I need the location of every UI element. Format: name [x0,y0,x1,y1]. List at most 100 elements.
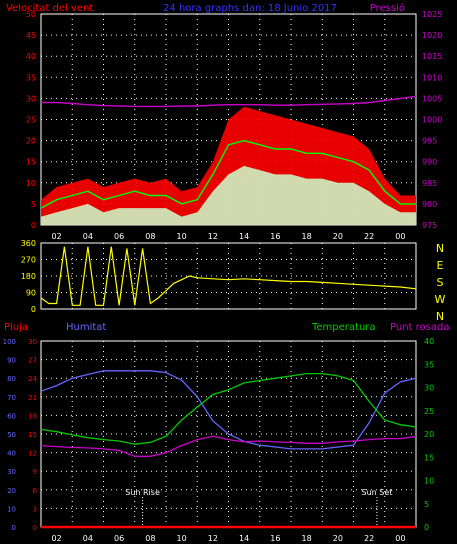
x-tick-label: 02 [52,232,62,241]
compass-letter: E [437,259,444,272]
temperature-line [40,372,417,445]
pressure-label: Pressió [370,2,405,14]
pressure-tick: 1010 [422,73,442,82]
x-tick-label: 08 [145,232,155,241]
dewpoint-line [40,435,417,457]
temperature-label: Temperatura [311,322,376,333]
temperature-tick: 5 [424,500,429,509]
direction-tick: 270 [21,256,36,265]
x-tick-label: 06 [114,232,124,241]
x-tick-label: 00 [395,232,405,241]
humidity-label: Humitat [66,322,106,333]
humidity-tick: 100 [3,338,16,346]
x-tick-label: 20 [333,534,343,543]
sun-marker-label: Sun Rise [125,488,160,497]
x-tick-label: 10 [177,232,187,241]
rain-ticks: 0 3 6 9 12 15 18 21 24 27 30 [28,338,37,532]
x-tick-label: 14 [239,232,249,241]
x-tick-label: 22 [364,534,374,543]
wind-speed-tick: 45 [26,31,36,40]
humidity-tick: 80 [7,375,16,383]
rain-tick: 3 [33,505,37,513]
x-tick-label: 20 [333,232,343,241]
x-tick-label: 06 [114,534,124,543]
wind-series [40,95,417,225]
direction-tick: 180 [21,272,36,281]
x-tick-label: 14 [239,534,249,543]
x-tick-label: 22 [364,232,374,241]
compass-letter: N [436,242,444,255]
humidity-tick: 30 [7,468,16,476]
direction-panel-grid [41,243,416,309]
pressure-tick: 990 [422,158,437,167]
rain-tick: 30 [28,338,37,346]
temperature-tick: 15 [424,453,434,462]
compass-letter: S [437,276,444,289]
pressure-ticks: 975 980 985 990 995 1000 1005 1010 1015 1020 1025 [422,10,442,230]
pressure-tick: 1000 [422,116,442,125]
wind-speed-tick: 0 [31,221,36,230]
pressure-tick: 995 [422,137,437,146]
wind-speed-tick: 10 [26,179,36,188]
direction-tick: 360 [21,239,36,248]
x-tick-label: 10 [177,534,187,543]
direction-tick: 90 [26,289,36,298]
rain-tick: 15 [28,431,37,439]
pressure-tick: 975 [422,221,437,230]
temperature-tick: 35 [424,360,434,369]
temperature-tick: 20 [424,430,434,439]
compass-letter: W [435,293,446,306]
wind-speed-tick: 25 [26,116,36,125]
compass-letter: N [436,310,444,323]
x-tick-label: 04 [83,534,93,543]
pressure-tick: 1005 [422,94,442,103]
pressure-tick: 985 [422,179,437,188]
wind-speed-tick: 15 [26,158,36,167]
temperature-tick: 30 [424,384,434,393]
wind-average-line [40,139,416,209]
lower-panel-x-ticks: 02 04 06 08 10 12 14 16 18 20 22 00 [52,534,406,543]
temperature-ticks: 0 5 10 15 20 25 30 35 40 [424,337,434,532]
humidity-tick: 10 [7,505,16,513]
x-tick-label: 12 [208,232,218,241]
wind-speed-label: Velocitat del vent [6,3,93,14]
x-tick-label: 02 [52,534,62,543]
pressure-tick: 1015 [422,52,442,61]
wind-speed-tick: 30 [26,94,36,103]
graph-title: 24 hora graphs dan: 18 Junio 2017 [163,3,337,14]
x-tick-label: 00 [395,534,405,543]
lower-series [40,370,417,529]
rain-tick: 0 [33,524,37,532]
pressure-line [41,95,417,108]
wind-low-area [41,165,416,225]
humidity-tick: 20 [7,487,16,495]
x-tick-label: 18 [302,534,312,543]
humidity-tick: 0 [12,524,16,532]
temperature-tick: 40 [424,337,434,346]
rain-tick: 9 [33,468,37,476]
wind-panel-x-ticks: 02 04 06 08 10 12 14 16 18 20 22 00 [52,232,406,241]
rain-tick: 18 [28,412,37,420]
wind-direction-line [40,246,417,306]
humidity-tick: 40 [7,450,16,458]
wind-speed-tick: 50 [26,10,36,19]
temperature-tick: 25 [424,407,434,416]
direction-tick: 0 [31,305,36,314]
humidity-tick: 60 [7,412,16,420]
wind-speed-ticks: 0 5 10 15 20 25 30 35 40 45 50 [26,10,36,230]
rain-tick: 27 [28,357,37,365]
pressure-tick: 980 [422,200,437,209]
direction-panel-frame [40,242,417,310]
direction-series [40,246,417,306]
humidity-tick: 90 [7,357,16,365]
wind-speed-tick: 35 [26,73,36,82]
temperature-tick: 0 [424,523,429,532]
x-tick-label: 08 [145,534,155,543]
pressure-tick: 1025 [422,10,442,19]
wind-speed-tick: 5 [31,200,36,209]
x-tick-label: 12 [208,534,218,543]
